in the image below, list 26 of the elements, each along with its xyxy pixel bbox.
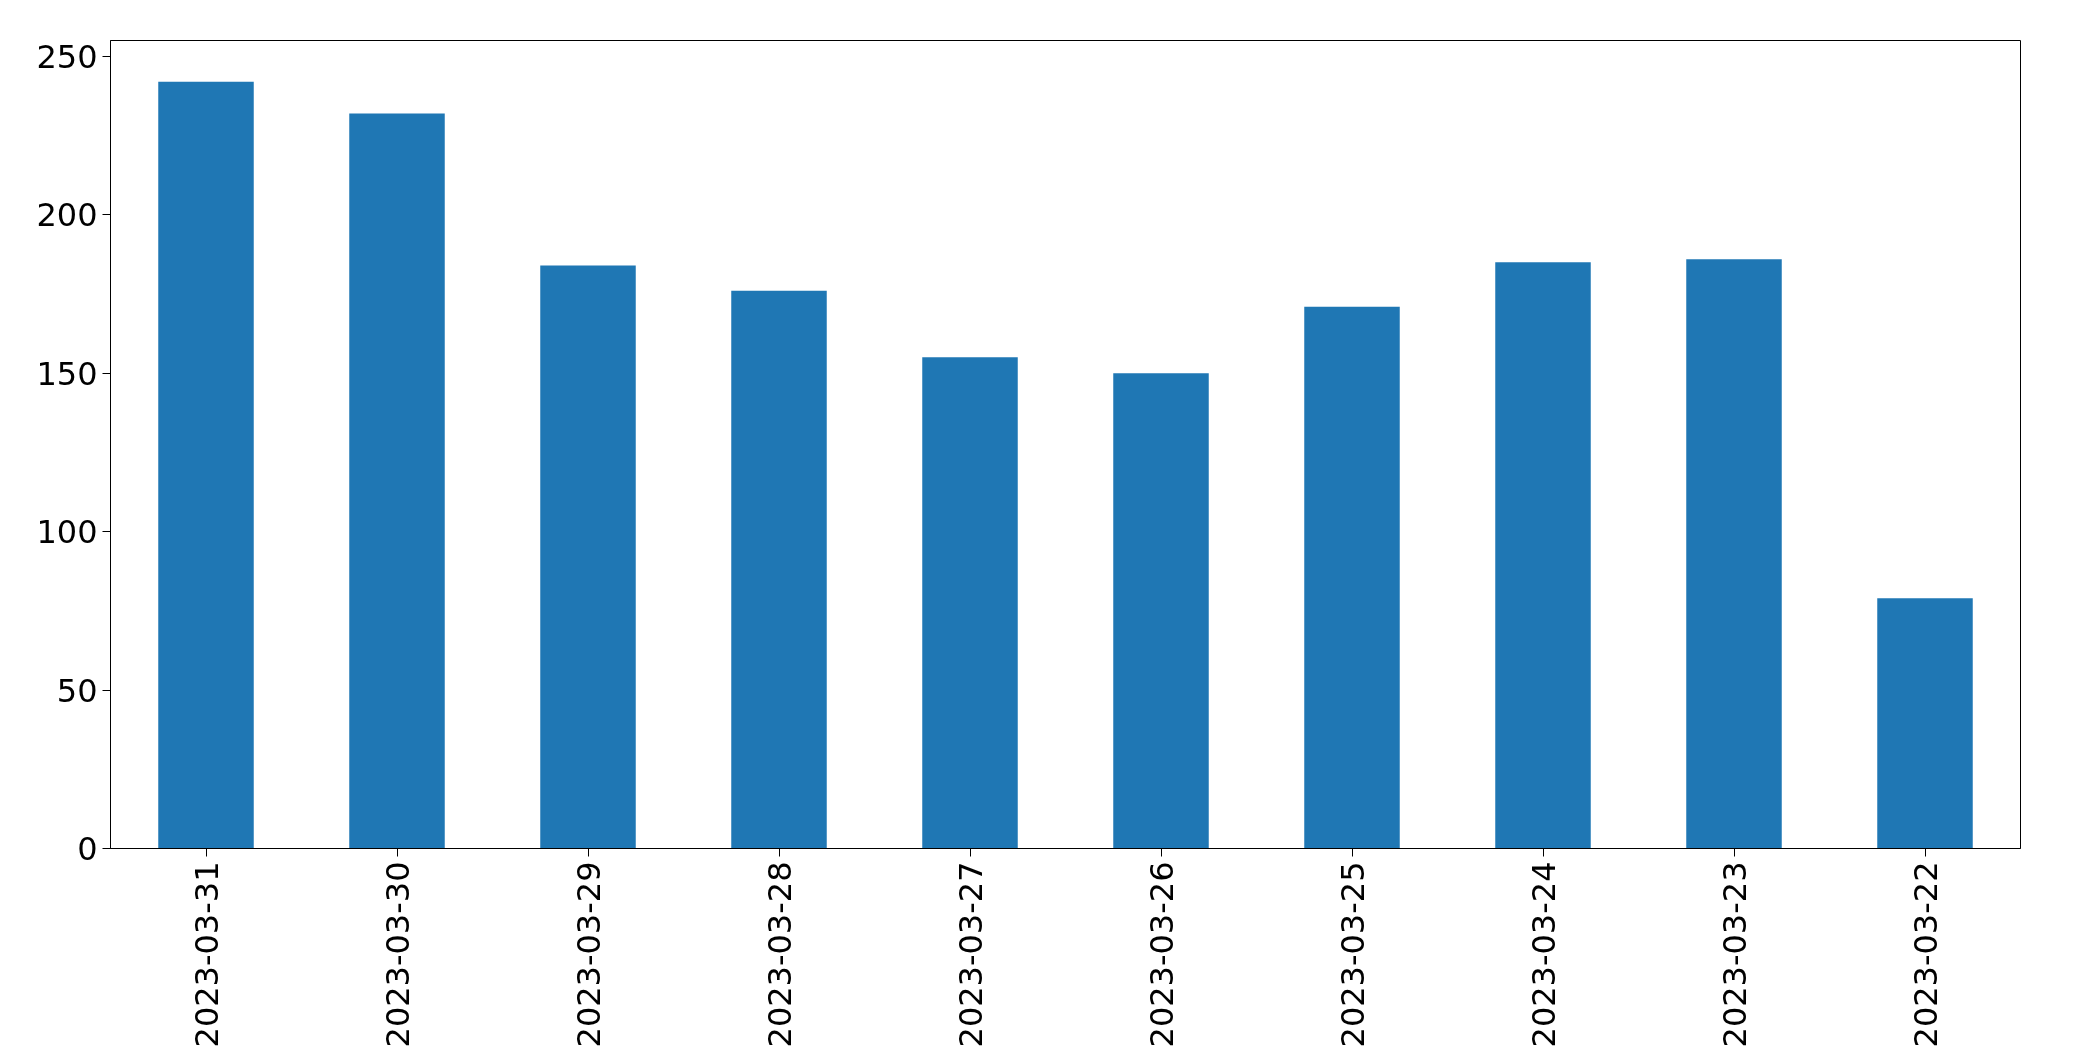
x-tick-label: 2023-03-24 [1524,861,1563,1048]
bar [1877,598,1973,849]
x-tick-label: 2023-03-31 [187,861,226,1048]
bar [1686,259,1782,849]
x-tick-label: 2023-03-27 [951,861,990,1048]
bar [349,113,445,849]
x-tick-label: 2023-03-28 [760,861,799,1048]
bar [731,290,827,849]
x-tick-label: 2023-03-26 [1142,861,1181,1048]
bar [540,265,636,849]
x-tick-label: 2023-03-23 [1715,861,1754,1048]
y-tick-label: 50 [56,671,98,710]
bar [1495,262,1591,849]
y-tick-label: 250 [36,37,98,76]
x-tick-label: 2023-03-22 [1906,861,1945,1048]
bar [1304,306,1400,849]
y-tick-label: 100 [36,513,98,552]
x-tick-label: 2023-03-25 [1333,861,1372,1048]
y-tick-label: 0 [77,830,98,868]
x-tick-label: 2023-03-29 [569,861,608,1048]
bar [922,357,1018,849]
bar [1113,373,1209,849]
bar [158,81,254,849]
y-tick-label: 200 [36,196,98,235]
x-tick-label: 2023-03-30 [378,861,417,1048]
y-tick-label: 150 [36,354,98,393]
